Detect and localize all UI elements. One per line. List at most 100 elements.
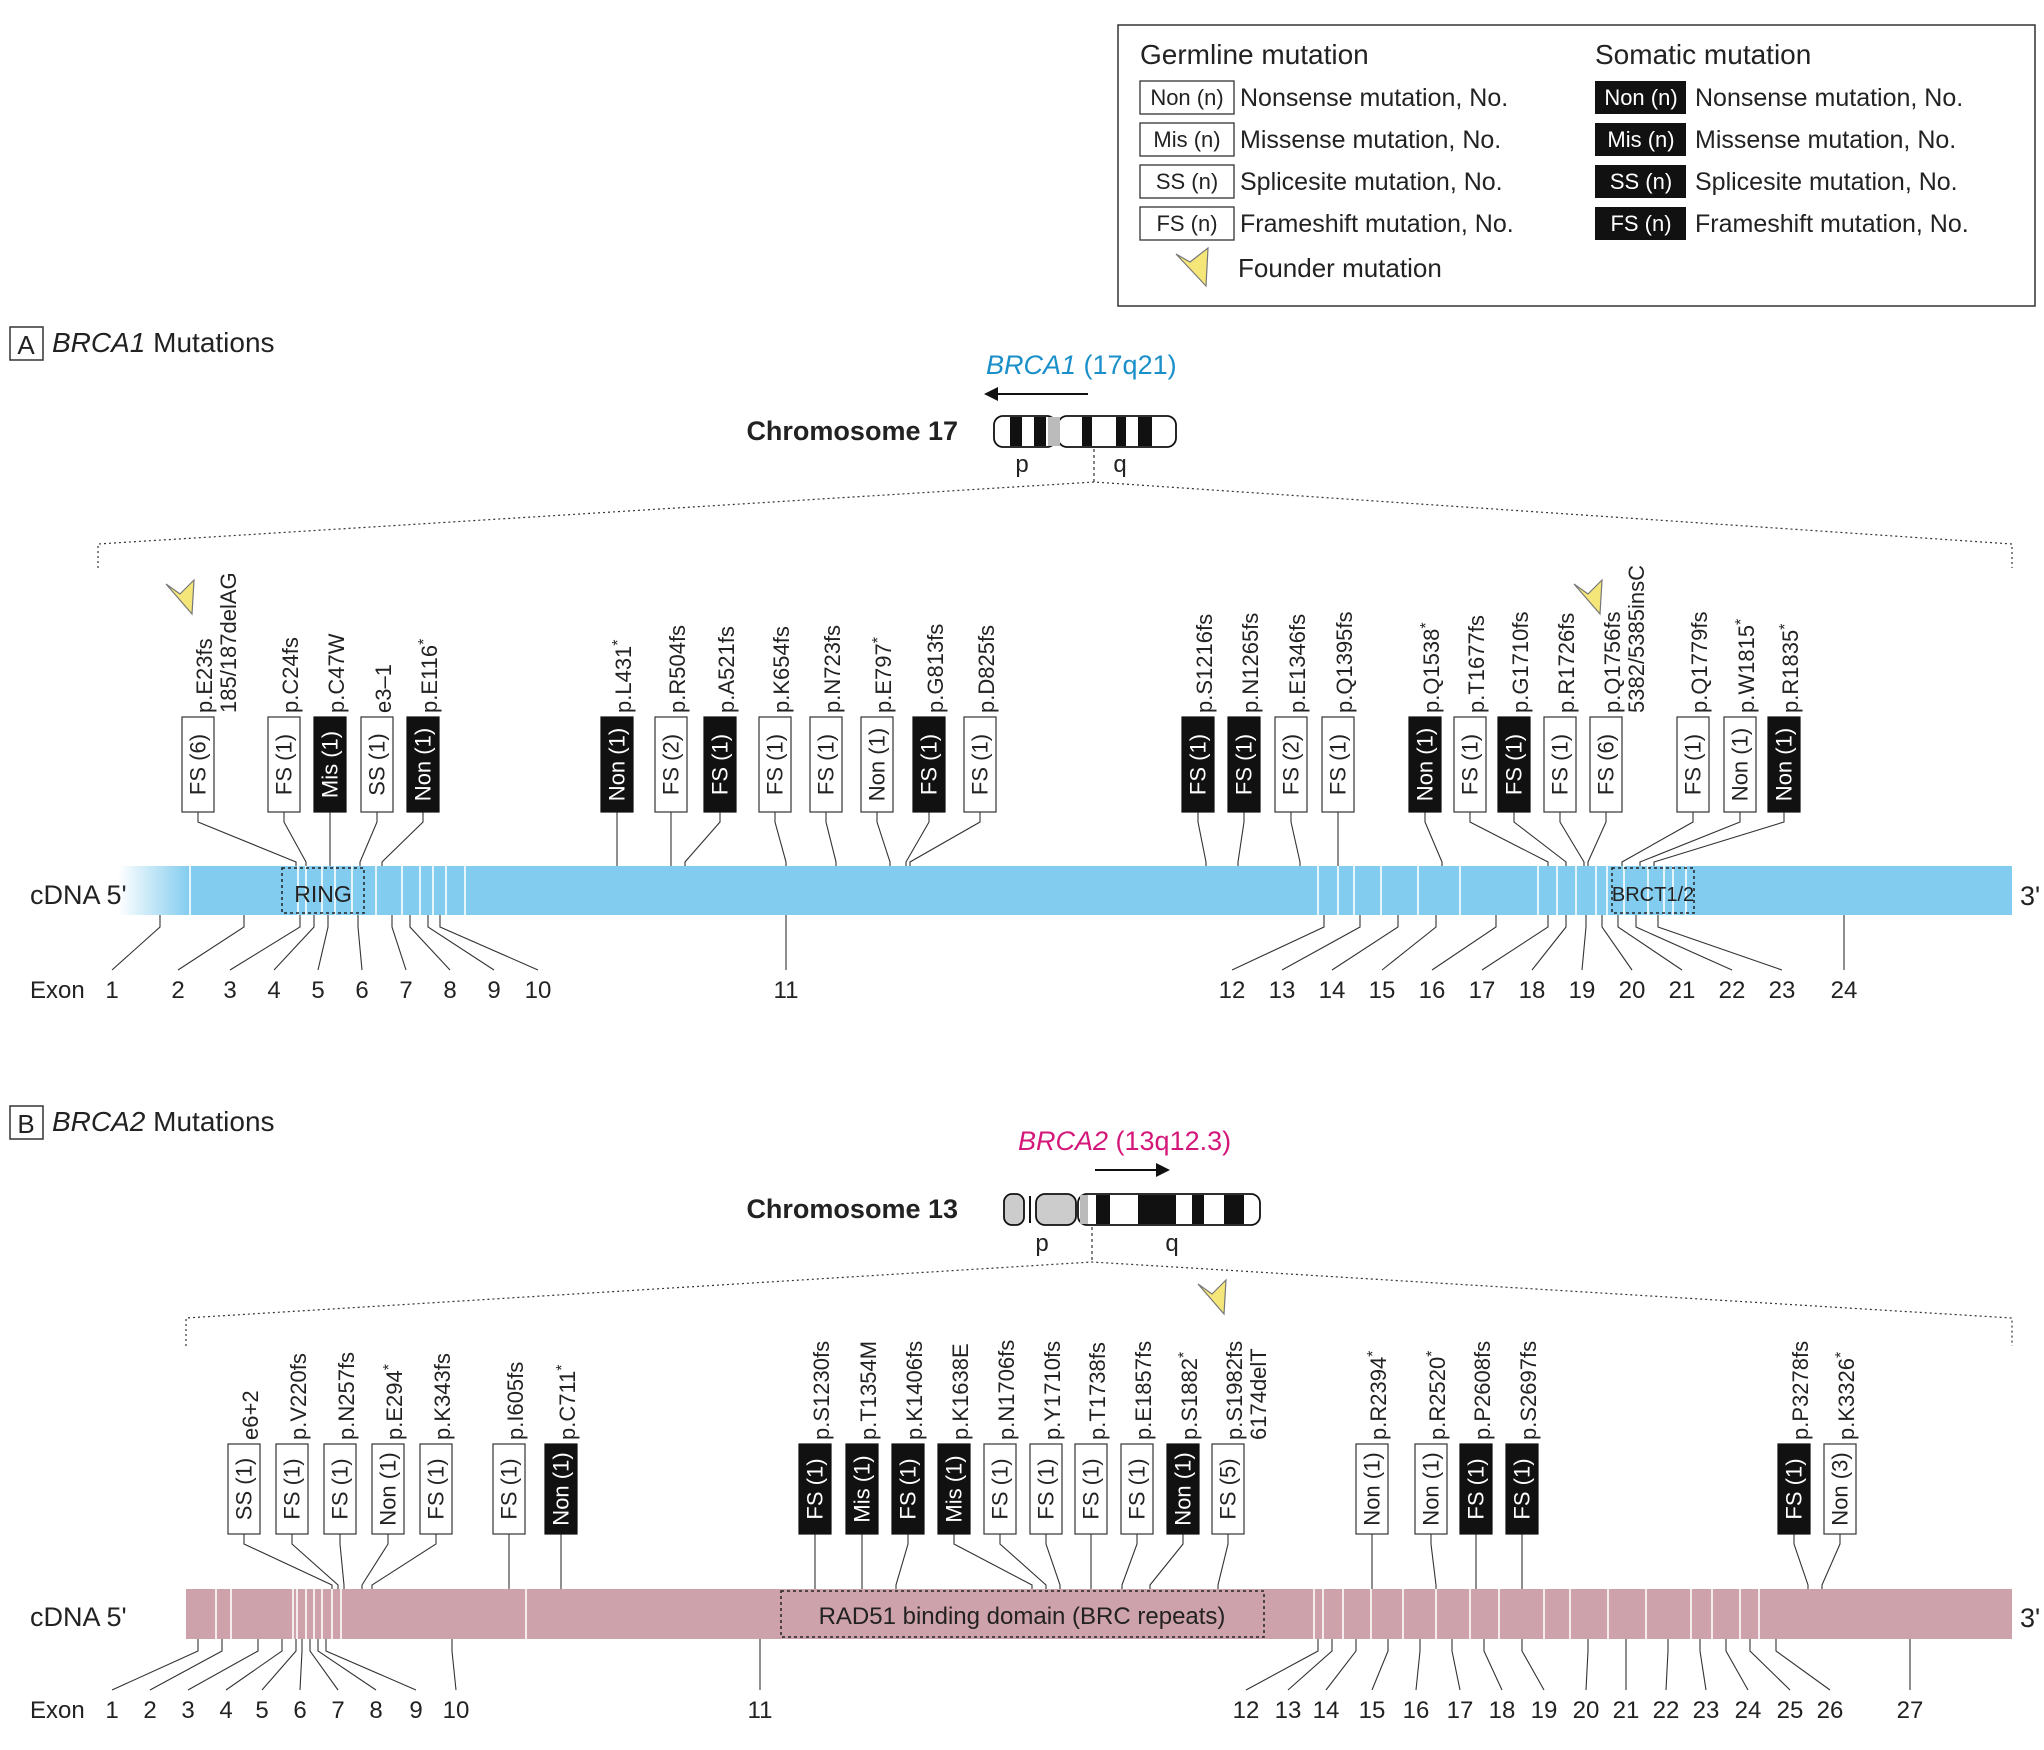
mutation-connector	[1217, 1534, 1229, 1589]
mutation-type-count: FS (1)	[814, 734, 839, 795]
mutation-type-count: Non (1)	[1360, 1452, 1385, 1525]
panel-title-gene: BRCA2	[52, 1106, 146, 1137]
mutation-marker: FS (1) p.G1710fs	[1497, 611, 1567, 866]
mutation-type-count: Non (1)	[1171, 1452, 1196, 1525]
mutation-marker: Non (3) p.K3326*	[1821, 1352, 1859, 1589]
mutation-protein-label: p.E116*	[416, 639, 443, 713]
gene-symbol: BRCA1	[986, 350, 1076, 380]
somatic-mutation-box	[845, 1443, 879, 1535]
exon-number: 11	[774, 977, 799, 1004]
mutation-type-count: FS (1)	[763, 734, 788, 795]
exon-leader-line	[1725, 1639, 1749, 1691]
mutation-type-count: FS (1)	[1681, 734, 1706, 795]
panel-title: BRCA2 Mutations	[52, 1106, 275, 1137]
mutation-marker: FS (2) p.E1346fs	[1274, 614, 1310, 866]
panel-title-rest: Mutations	[145, 327, 274, 358]
exon-leader-line	[111, 1639, 199, 1691]
mutation-marker: FS (1) p.E1857fs	[1120, 1341, 1156, 1589]
mutation-protein-label: e6+2	[238, 1390, 263, 1440]
germline-mutation-box	[227, 1443, 261, 1535]
mutation-marker: FS (5) p.S1982fs 6174delT	[1197, 1278, 1271, 1589]
founder-arrow-icon	[1197, 1278, 1227, 1316]
mutation-protein-label: p.K1638E	[948, 1343, 973, 1440]
exon-number: 1	[105, 977, 118, 1004]
mutation-protein-label: p.T1354M	[856, 1341, 881, 1440]
legend: Germline mutation Somatic mutation Non (…	[1117, 24, 2036, 307]
mutation-connector	[1149, 1534, 1184, 1589]
mutation-type-count: FS (5)	[1216, 1458, 1241, 1519]
mutation-protein-label: p.Q1779fs	[1687, 611, 1712, 713]
mutation-type-count: Non (1)	[411, 728, 436, 801]
cdna-bar	[190, 866, 2012, 915]
exon-leader-line	[1281, 915, 1361, 971]
germline-mutation-box	[1321, 716, 1355, 813]
mutation-type-count: FS (1)	[1232, 734, 1257, 795]
germline-mutation-box	[860, 716, 894, 813]
legend-germline-desc: Frameshift mutation, No.	[1240, 210, 1514, 238]
exon-number: 27	[1897, 1697, 1924, 1724]
exon-leader-line	[1381, 915, 1437, 971]
mutation-connector	[1121, 1534, 1138, 1589]
mutation-type-count: FS (1)	[1079, 1458, 1104, 1519]
exon-number: 10	[525, 977, 552, 1004]
exon-leader-line	[187, 1639, 259, 1691]
mutation-connector	[1653, 812, 1785, 866]
mutation-marker: Non (1) p.R1835*	[1653, 624, 1803, 866]
mutation-protein-label: p.N257fs	[334, 1352, 359, 1440]
mutation-type-count: Non (1)	[1413, 728, 1438, 801]
mutation-protein-label: p.S1216fs	[1192, 614, 1217, 713]
gene-locus-label: BRCA2 (13q12.3)	[1018, 1126, 1231, 1156]
exon-leader-line	[357, 915, 363, 971]
mutation-marker: FS (1) p.K1406fs	[891, 1341, 927, 1589]
mutation-connector	[909, 812, 981, 866]
germline-mutation-box	[275, 1443, 309, 1535]
germline-mutation-box	[267, 716, 301, 813]
mutation-connector	[1821, 1534, 1841, 1589]
germline-mutation-box	[809, 716, 843, 813]
mutation-type-count: FS (1)	[896, 1458, 921, 1519]
mutation-marker: FS (1) p.N1265fs	[1227, 613, 1263, 866]
three-prime-label: 3'	[2020, 881, 2040, 911]
exon-leader-line	[1231, 915, 1325, 971]
mutation-connector	[339, 1534, 345, 1589]
mutation-marker: FS (1) p.P3278fs	[1777, 1341, 1813, 1589]
mutation-protein-label: p.K654fs	[769, 626, 794, 713]
germline-mutation-box	[492, 1443, 526, 1535]
mutation-type-count: Mis (1)	[942, 1455, 967, 1522]
mutation-connector	[197, 812, 297, 866]
exon-number: 12	[1219, 977, 1246, 1004]
legend-somatic-box	[1595, 123, 1686, 156]
mutation-type-count: FS (2)	[659, 734, 684, 795]
mutation-connector	[1793, 1534, 1809, 1589]
arm-p-label: p	[1015, 451, 1028, 478]
mutation-type-count: SS (1)	[365, 733, 390, 795]
mutation-protein-label: p.C47W	[324, 633, 349, 713]
exon-number: 17	[1447, 1697, 1474, 1724]
mutation-connector	[953, 1534, 1033, 1589]
exon-number: 24	[1735, 1697, 1762, 1724]
exon-separators	[215, 1589, 1760, 1639]
exon-number: 21	[1669, 977, 1696, 1004]
gene-locus: (17q21)	[1076, 350, 1177, 380]
mutation-marker: Non (1) p.R2520*	[1414, 1351, 1450, 1589]
exon-leader-line	[273, 915, 315, 971]
exon-leader-line	[1325, 1639, 1357, 1691]
exon-number: 14	[1319, 977, 1346, 1004]
mutation-marker: Non (1) p.E294*	[361, 1364, 407, 1589]
exon-leader-line	[1483, 1639, 1503, 1691]
exon-leader-line	[1431, 915, 1497, 971]
exon-leader-line	[1451, 1639, 1461, 1691]
exon-number: 15	[1359, 1697, 1386, 1724]
mutation-protein-label: p.S1982fs	[1222, 1341, 1247, 1440]
germline-mutation-box	[1453, 716, 1487, 813]
mutation-marker: FS (1) p.N723fs	[809, 625, 845, 866]
panel-letter: B	[17, 1109, 34, 1139]
exon-number: 8	[369, 1697, 382, 1724]
legend-somatic-desc: Missense mutation, No.	[1695, 126, 1956, 154]
mutation-marker: Non (1) p.W1815*	[1639, 619, 1759, 866]
legend-somatic-title: Somatic mutation	[1595, 39, 1811, 70]
mutation-type-count: FS (1)	[1548, 734, 1573, 795]
mutation-protein-label: p.C711*	[554, 1364, 581, 1440]
legend-somatic-desc: Splicesite mutation, No.	[1695, 168, 1958, 196]
chromosome-label: Chromosome 17	[746, 416, 958, 446]
